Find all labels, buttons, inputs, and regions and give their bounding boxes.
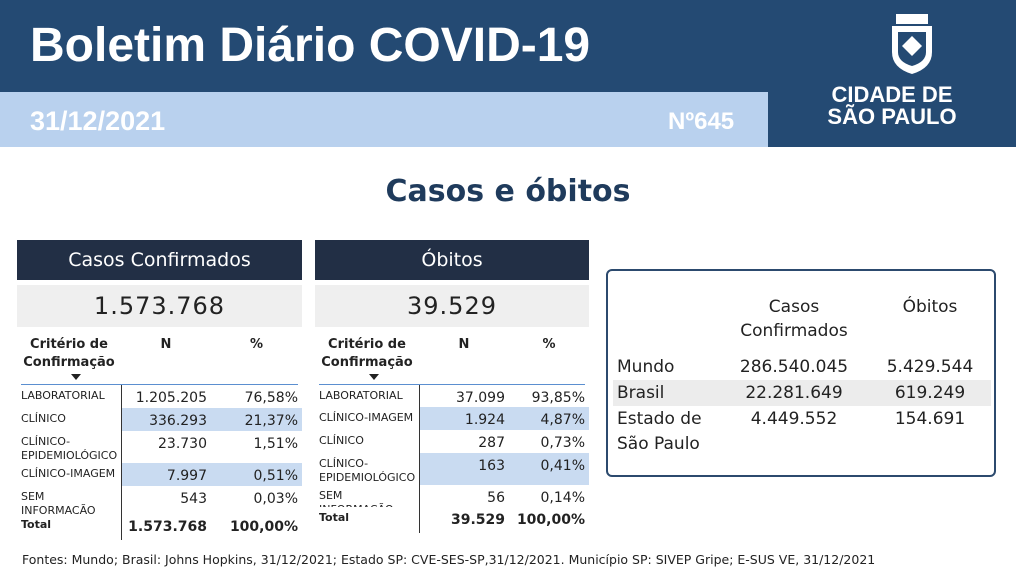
percent-cell: 76,58% xyxy=(244,390,298,406)
column-header: N xyxy=(160,337,172,352)
count-cell: 163 xyxy=(478,458,505,474)
percent-cell: 1,51% xyxy=(253,436,298,452)
count-cell: 1.924 xyxy=(464,412,505,428)
count-cell: 543 xyxy=(180,491,207,507)
column-header: % xyxy=(249,337,264,352)
emblem-crown xyxy=(896,14,928,24)
count-cell: 7.997 xyxy=(166,468,207,484)
world-box xyxy=(606,269,996,477)
region-label: Mundo xyxy=(617,357,675,377)
row-label: LABORATORIAL xyxy=(315,385,419,407)
column-rule xyxy=(419,385,420,533)
table-row: CLÍNICO-IMAGEM 7.997 0,51% xyxy=(17,463,302,486)
table-row: CLÍNICO 336.293 21,37% xyxy=(17,408,302,431)
row-label: SEM INFORMAÇÃO xyxy=(17,486,121,517)
cases-value: 286.540.045 xyxy=(739,357,849,377)
table-row: LABORATORIAL 37.099 93,85% xyxy=(315,385,589,407)
count-cell: 1.205.205 xyxy=(135,390,207,406)
percent-cell: 93,85% xyxy=(531,390,585,406)
percent-cell: 0,73% xyxy=(540,435,585,451)
table-row: Total 39.529 100,00% xyxy=(315,507,589,533)
header-rule xyxy=(21,384,298,385)
row-label: SEM INFORMAÇÃO xyxy=(315,485,419,516)
row-label: LABORATORIAL xyxy=(17,385,121,408)
row-label: CLÍNICO-IMAGEM xyxy=(17,463,121,486)
deaths-value: 5.429.544 xyxy=(886,357,974,377)
table-row: SEM INFORMAÇÃO 56 0,14% xyxy=(315,485,589,516)
percent-cell: 0,41% xyxy=(540,458,585,474)
count-cell: 56 xyxy=(487,490,505,506)
table-row: CLÍNICO-EPIDEMIOLÓGICO 163 0,41% xyxy=(315,453,589,485)
logo-area xyxy=(768,0,1016,147)
cases-value: 4.449.552 xyxy=(750,409,838,429)
table-row: SEM INFORMAÇÃO 543 0,03% xyxy=(17,486,302,517)
date-band xyxy=(0,92,768,147)
region-label: Estado de São Paulo xyxy=(617,409,702,454)
row-label: CLÍNICO-EPIDEMIOLÓGICO xyxy=(17,431,121,463)
table-row: CLÍNICO 287 0,73% xyxy=(315,430,589,453)
region-label: Brasil xyxy=(617,383,665,403)
count-cell: 37.099 xyxy=(456,390,505,406)
row-label: CLÍNICO xyxy=(17,408,121,431)
city-emblem xyxy=(892,14,932,74)
bulletin-number: Nº645 xyxy=(668,108,735,135)
table-total: 39.529 xyxy=(315,285,589,327)
city-name: CIDADE DE xyxy=(831,82,953,107)
header-rule xyxy=(319,384,585,385)
row-label: Total xyxy=(17,514,121,540)
column-header: % xyxy=(542,337,556,352)
row-label: CLÍNICO-IMAGEM xyxy=(315,407,419,430)
title: Boletim Diário COVID-19 xyxy=(30,19,591,72)
filter-arrow xyxy=(369,374,379,380)
filter-arrow xyxy=(71,374,81,380)
row-label: CLÍNICO-EPIDEMIOLÓGICO xyxy=(315,453,419,485)
row-label: Total xyxy=(315,507,419,533)
table-row: Total 1.573.768 100,00% xyxy=(17,514,302,540)
emblem-detail xyxy=(902,36,922,56)
percent-cell: 100,00% xyxy=(516,512,585,528)
count-cell: 336.293 xyxy=(149,413,207,429)
column-header: N xyxy=(458,337,470,352)
row-label: CLÍNICO xyxy=(315,430,419,453)
cases-value: 22.281.649 xyxy=(745,383,843,403)
percent-cell: 0,14% xyxy=(540,490,585,506)
table-header: Óbitos xyxy=(315,240,589,280)
column-header: Critério de Confirmação xyxy=(321,337,413,370)
percent-cell: 21,37% xyxy=(244,413,298,429)
table-total: 1.573.768 xyxy=(17,285,302,327)
deaths-value: 619.249 xyxy=(894,383,966,403)
percent-cell: 0,03% xyxy=(253,491,298,507)
section-title: Casos e óbitos xyxy=(385,174,631,209)
count-cell: 1.573.768 xyxy=(128,519,207,535)
table-row: CLÍNICO-EPIDEMIOLÓGICO 23.730 1,51% xyxy=(17,431,302,463)
deaths-value: 154.691 xyxy=(894,409,966,429)
world-column-header: Casos Confirmados xyxy=(740,297,848,341)
footer-source: Fontes: Mundo; Brasil: Johns Hopkins, 31… xyxy=(22,552,876,567)
table-row: CLÍNICO-IMAGEM 1.924 4,87% xyxy=(315,407,589,430)
world-column-header: Óbitos xyxy=(902,297,958,317)
highlight-band xyxy=(613,380,991,406)
count-cell: 39.529 xyxy=(450,512,505,528)
count-cell: 287 xyxy=(478,435,505,451)
percent-cell: 0,51% xyxy=(253,468,298,484)
table-row: LABORATORIAL 1.205.205 76,58% xyxy=(17,385,302,408)
percent-cell: 4,87% xyxy=(540,412,585,428)
column-header: Critério de Confirmação xyxy=(23,337,115,370)
count-cell: 23.730 xyxy=(158,436,207,452)
date: 31/12/2021 xyxy=(30,106,166,136)
city-name: SÃO PAULO xyxy=(827,104,957,129)
percent-cell: 100,00% xyxy=(229,519,298,535)
column-rule xyxy=(121,385,122,540)
table-header: Casos Confirmados xyxy=(17,240,302,280)
